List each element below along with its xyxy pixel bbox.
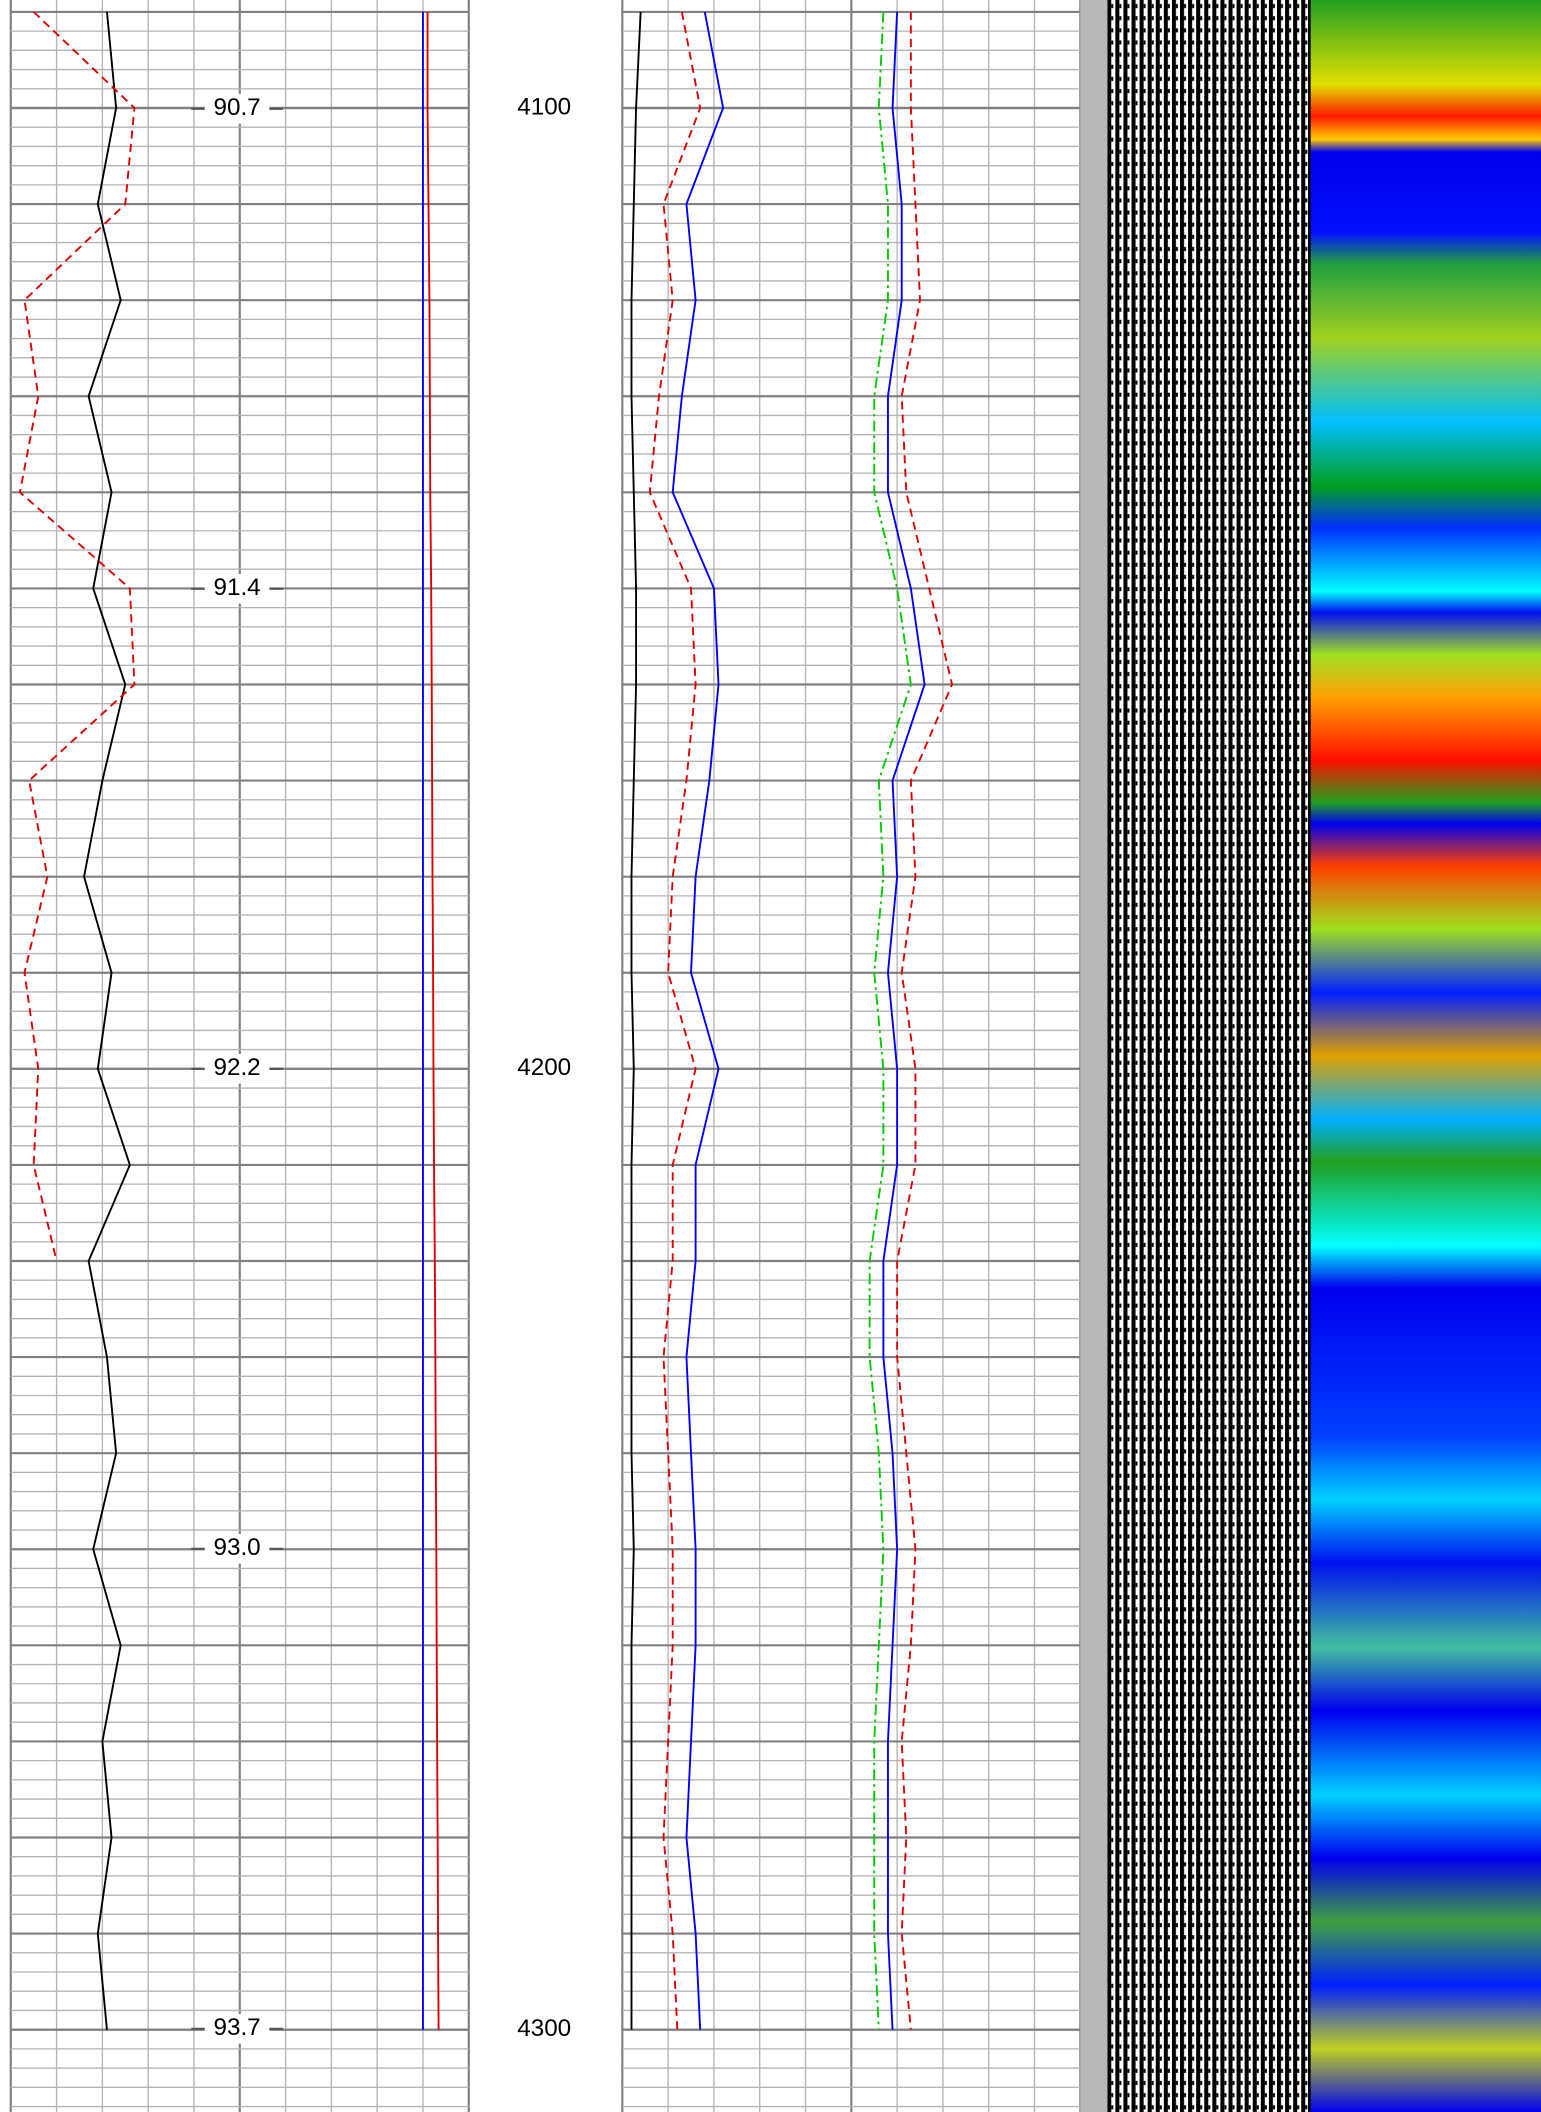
scale-label-bg	[204, 93, 270, 124]
scale-label: 93.7	[213, 2014, 260, 2041]
log-curve	[896, 11, 954, 2030]
scale-label: 90.7	[213, 94, 260, 121]
acoustic-image	[1107, 0, 1310, 2112]
scale-label: 93.0	[213, 1534, 260, 1561]
labels: 4100 4200 4300 90.7 91.4 92.2 93.0 93.7	[191, 93, 571, 2044]
depth-label: 4100	[517, 93, 571, 120]
scale-label-bg	[204, 1533, 270, 1564]
log-curve	[83, 11, 131, 2030]
scale-label-bg	[204, 573, 270, 604]
scale-label-bg	[204, 1053, 270, 1084]
scale-label-bg	[204, 2013, 270, 2044]
scale-label: 92.2	[213, 1054, 260, 1081]
image-margin	[1080, 0, 1108, 2112]
curves	[18, 11, 954, 2030]
resistivity-image	[1309, 0, 1541, 2112]
log-curve	[18, 11, 136, 1262]
log-curve	[426, 11, 440, 2030]
log-curve	[882, 11, 926, 2030]
scale-label: 91.4	[213, 574, 260, 601]
log-curve	[630, 11, 642, 2030]
log-curve	[671, 11, 725, 2030]
depth-label: 4200	[517, 1054, 571, 1081]
log-curve	[648, 11, 702, 2030]
depth-label: 4300	[517, 2015, 571, 2042]
log-curve	[868, 11, 912, 2030]
